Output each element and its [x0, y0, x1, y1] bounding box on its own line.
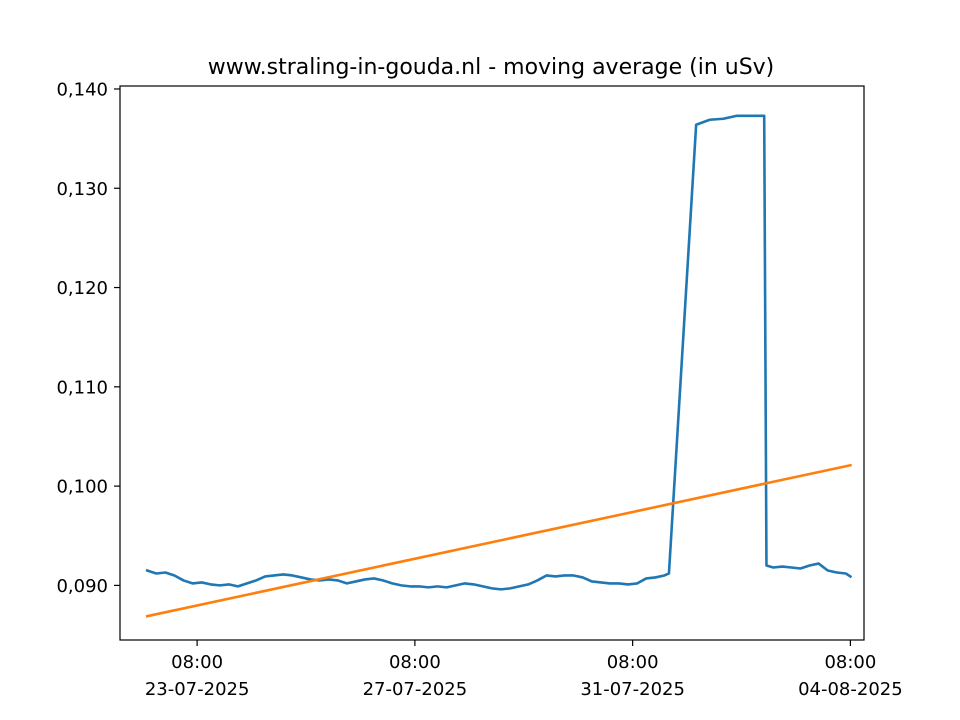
x-tick-date-4: 04-08-2025	[798, 679, 903, 700]
series-line-2	[145, 463, 852, 618]
plot-frame	[119, 85, 865, 641]
x-tick-date-3: 31-07-2025	[580, 679, 685, 700]
chart-title: www.straling-in-gouda.nl - moving averag…	[208, 55, 775, 80]
y-tick-label-5: 0,130	[56, 179, 108, 200]
y-tick-label-2: 0,100	[56, 477, 108, 498]
x-tick-date-2: 27-07-2025	[363, 679, 468, 700]
axes-layer: 0,090 0,100 0,110 0,120 0,130 0,140 08:00 23-07…	[56, 79, 902, 700]
x-tick-time-1: 08:00	[171, 652, 223, 673]
y-tick-label-1: 0,090	[56, 576, 108, 597]
series-layer	[145, 114, 853, 618]
y-tick-label-6: 0,140	[56, 79, 108, 100]
y-tick-label-4: 0,120	[56, 278, 108, 299]
series-line-1	[145, 114, 853, 591]
y-tick-label-3: 0,110	[56, 377, 108, 398]
x-tick-date-1: 23-07-2025	[145, 679, 250, 700]
x-tick-time-2: 08:00	[389, 652, 441, 673]
x-tick-time-3: 08:00	[607, 652, 659, 673]
x-tick-time-4: 08:00	[824, 652, 876, 673]
